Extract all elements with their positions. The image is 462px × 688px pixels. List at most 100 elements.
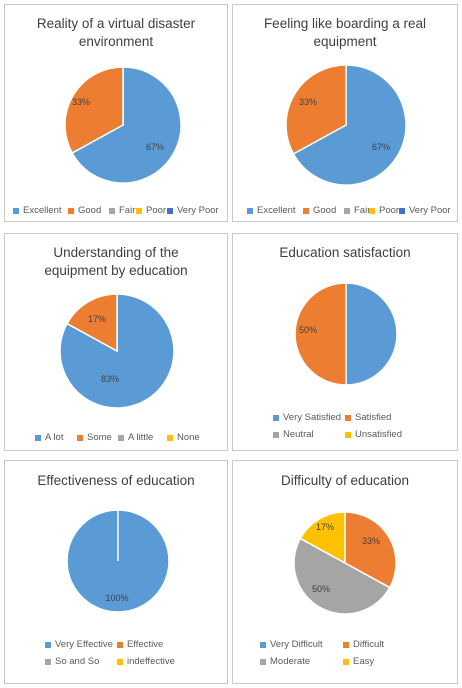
legend-item: Very Poor — [399, 205, 451, 216]
legend-item: indeffective — [117, 656, 175, 667]
legend-item: Satisfied — [345, 412, 391, 423]
legend-item: Some — [77, 432, 112, 443]
legend-label: Excellent — [257, 205, 296, 216]
legend-swatch — [118, 434, 124, 441]
legend-swatch — [247, 207, 253, 214]
legend-swatch — [109, 207, 115, 214]
chart-title: Education satisfaction — [233, 244, 457, 262]
legend-label: A lot — [45, 432, 64, 443]
legend-swatch — [167, 434, 173, 441]
legend-swatch — [77, 434, 83, 441]
legend-item: Very Difficult — [260, 639, 323, 650]
legend-item: Very Satisfied — [273, 412, 341, 423]
legend-item: Very Poor — [167, 205, 219, 216]
legend-label: Good — [78, 205, 102, 216]
pie-chart: 67% 33% — [285, 64, 407, 186]
data-label: 17% — [316, 522, 334, 532]
pie-chart: 83% 17% — [59, 293, 175, 409]
legend-label: Fair — [119, 205, 136, 216]
legend-swatch — [167, 207, 173, 214]
legend-swatch — [35, 434, 41, 441]
legend-item: Fair — [109, 205, 135, 216]
legend-swatch — [344, 207, 350, 214]
legend-item: Excellent — [247, 205, 296, 216]
pie-slice-excellent — [71, 66, 182, 184]
legend-swatch — [303, 207, 309, 214]
chart-panel: Education satisfaction 50% Very Satisfied S… — [232, 233, 458, 451]
legend-label: Moderate — [270, 656, 311, 667]
legend-label: Very Effective — [55, 639, 113, 650]
legend-label: indeffective — [127, 656, 175, 667]
legend-item: A lot — [35, 432, 64, 443]
legend-swatch — [45, 641, 51, 648]
chart-title-line: Education satisfaction — [279, 245, 411, 260]
legend-label: Some — [87, 432, 112, 443]
legend-label: Poor — [146, 205, 167, 216]
data-label: 33% — [72, 97, 90, 107]
legend-item: None — [167, 432, 200, 443]
legend-item: Easy — [343, 656, 374, 667]
chart-title-line: Understanding of the — [53, 245, 179, 260]
legend-swatch — [117, 658, 123, 665]
legend-label: Easy — [353, 656, 375, 667]
legend-swatch — [13, 207, 19, 214]
legend-swatch — [345, 431, 351, 438]
legend-swatch — [117, 641, 123, 648]
pie-chart: 50% — [294, 282, 398, 386]
legend-swatch — [345, 414, 351, 421]
chart-panel: Reality of a virtual disaster environment… — [4, 4, 228, 222]
chart-title: Difficulty of education — [233, 472, 457, 490]
legend-label: Unsatisfied — [355, 429, 402, 440]
chart-panel: Difficulty of education 33% 50% 17% Very Dif… — [232, 460, 458, 684]
legend-swatch — [273, 414, 279, 421]
legend-swatch — [136, 207, 142, 214]
legend-item: Fair — [344, 205, 370, 216]
data-label: 67% — [146, 142, 164, 152]
legend-item: Moderate — [260, 656, 310, 667]
pie-slice-good — [285, 64, 347, 155]
legend-item: A little — [118, 432, 153, 443]
legend-swatch — [343, 658, 349, 665]
data-label: 67% — [372, 142, 390, 152]
pie-slice-satisfied — [294, 282, 347, 386]
legend-label: Satisfied — [355, 412, 392, 423]
chart-title-line: Difficulty of education — [280, 473, 410, 488]
chart-title-line: Effectiveness of education — [37, 473, 195, 488]
legend-swatch — [399, 207, 405, 214]
legend-swatch — [260, 641, 266, 648]
pie-slice-moderate — [293, 537, 391, 615]
legend-label: So and So — [55, 656, 100, 667]
chart-title-line: Reality of a virtual disaster — [36, 16, 196, 31]
legend-swatch — [273, 431, 279, 438]
legend-label: Very Poor — [177, 205, 219, 216]
legend-item: Poor — [369, 205, 399, 216]
chart-panel: Understanding of the equipment by educati… — [4, 233, 228, 451]
pie-slice-some — [66, 293, 118, 353]
legend-label: Very Satisfied — [283, 412, 342, 423]
legend-item: Poor — [136, 205, 166, 216]
legend-label: A little — [128, 432, 154, 443]
legend-label: Effective — [127, 639, 164, 650]
data-label: 50% — [299, 325, 317, 335]
pie-chart: 33% 50% 17% — [293, 511, 397, 615]
legend-item: Good — [303, 205, 336, 216]
chart-title-line: Feeling like boarding a real — [263, 16, 427, 31]
legend-label: Very Difficult — [270, 639, 323, 650]
legend-swatch — [68, 207, 74, 214]
legend-item: So and So — [45, 656, 99, 667]
data-label: 33% — [362, 536, 380, 546]
chart-title: Effectiveness of education — [5, 472, 227, 490]
pie-slice-easy — [299, 511, 346, 565]
data-label: 50% — [312, 584, 330, 594]
chart-title: Understanding of the equipment by educati… — [5, 244, 227, 280]
legend-label: Good — [313, 205, 337, 216]
data-label: 33% — [299, 97, 317, 107]
pie-chart: 67% 33% — [64, 66, 182, 184]
pie-slice-excellent — [292, 64, 407, 186]
data-label: 100% — [105, 593, 128, 603]
legend-label: None — [177, 432, 200, 443]
data-label: 83% — [101, 374, 119, 384]
chart-title-line: equipment — [313, 34, 377, 49]
pie-slice-very-satisfied — [345, 282, 398, 386]
pie-slice-difficult — [344, 511, 397, 589]
